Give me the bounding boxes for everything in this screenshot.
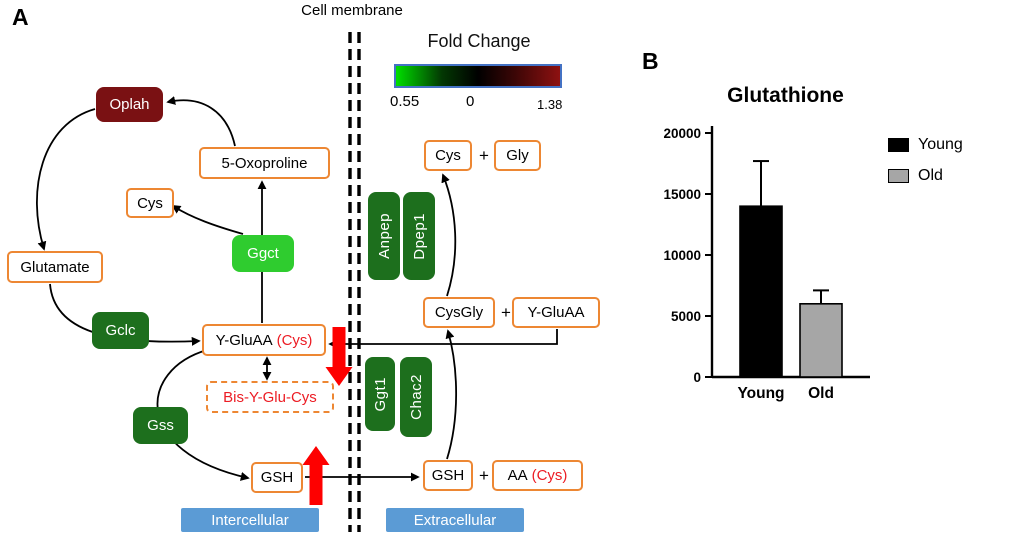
- bar-young: [739, 205, 783, 378]
- arrow-ygluaa-import: [328, 329, 558, 349]
- y-tick-label: 5000: [671, 309, 701, 324]
- y-tick-label: 10000: [663, 248, 701, 263]
- node-aa-cys: AA (Cys): [492, 460, 583, 491]
- node-dpep1: Dpep1: [403, 192, 435, 280]
- fold-change-title: Fold Change: [427, 31, 531, 51]
- anpep-label: Anpep: [375, 213, 393, 259]
- aa-cys-label: (Cys): [531, 467, 568, 484]
- legend-item-old: Old: [888, 167, 963, 185]
- dpep1-label: Dpep1: [410, 212, 428, 260]
- fold-change-gradient: [394, 64, 562, 88]
- node-gsh-intracellular: GSH: [251, 462, 303, 493]
- node-chac2: Chac2: [400, 357, 432, 437]
- node-gsh-extracellular: GSH: [423, 460, 473, 491]
- node-cys-intracellular: Cys: [126, 188, 174, 218]
- node-ygluaa-intracellular: Y-GluAA (Cys): [202, 324, 326, 356]
- legend-swatch-young: [888, 138, 909, 152]
- node-oplah: Oplah: [96, 87, 163, 122]
- node-ggct: Ggct: [232, 235, 294, 272]
- legend-label-young: Young: [918, 136, 963, 153]
- bar-old: [799, 303, 843, 378]
- node-bis-y-glu-cys: Bis-Y-Glu-Cys: [206, 381, 334, 413]
- cell-membrane-label: Cell membrane: [301, 2, 403, 19]
- ygluaa-label: Y-GluAA: [215, 331, 273, 349]
- y-tick-label: 20000: [663, 126, 701, 141]
- plus-sign-2: +: [501, 303, 511, 322]
- fold-change-mid: 0: [466, 93, 475, 110]
- glutathione-bar-chart: 0 5000 10000 15000 20000 Young Old: [663, 126, 870, 402]
- ggt1-label: Ggt1: [371, 376, 389, 412]
- chart-legend: Young Old: [888, 136, 963, 185]
- node-ggt1: Ggt1: [365, 357, 395, 431]
- y-tick-label: 0: [693, 370, 701, 385]
- chac2-label: Chac2: [407, 374, 425, 420]
- node-cys-extracellular: Cys: [424, 140, 472, 171]
- node-ygluaa-extracellular: Y-GluAA: [512, 297, 600, 328]
- node-gss: Gss: [133, 407, 188, 444]
- node-gclc: Gclc: [92, 312, 149, 349]
- x-category-label: Young: [737, 385, 784, 402]
- pathway-diagram-canvas: [36, 32, 558, 532]
- fold-change-max: 1.38: [537, 97, 563, 112]
- panel-a-label: A: [12, 4, 29, 30]
- x-category-label: Old: [808, 385, 834, 402]
- arrow-oxoproline-to-oplah: [166, 96, 236, 147]
- plus-sign-3: +: [479, 466, 489, 485]
- red-up-arrow: [302, 446, 330, 505]
- chart-title: Glutathione: [727, 84, 844, 107]
- aa-label: AA: [507, 467, 528, 484]
- intercellular-label: Intercellular: [181, 508, 319, 532]
- fold-change-min: 0.55: [390, 93, 420, 110]
- ygluaa-cys-label: (Cys): [276, 331, 313, 349]
- arrow-cysgly-to-cys-gly: [441, 173, 457, 297]
- node-cysgly: CysGly: [423, 297, 495, 328]
- red-down-arrow: [325, 327, 353, 386]
- panel-b-label: B: [642, 48, 659, 74]
- arrow-ggct-to-cys: [171, 205, 244, 235]
- plus-sign-1: +: [479, 146, 489, 165]
- y-tick-label: 15000: [663, 187, 701, 202]
- arrow-oplah-to-glutamate: [36, 108, 96, 251]
- node-5-oxoproline: 5-Oxoproline: [199, 147, 330, 179]
- node-gly: Gly: [494, 140, 541, 171]
- legend-item-young: Young: [888, 136, 963, 154]
- extracellular-label: Extracellular: [386, 508, 524, 532]
- node-anpep: Anpep: [368, 192, 400, 280]
- node-glutamate: Glutamate: [7, 251, 103, 283]
- legend-swatch-old: [888, 169, 909, 183]
- arrow-gshout-to-cysgly: [445, 329, 458, 460]
- legend-label-old: Old: [918, 167, 943, 184]
